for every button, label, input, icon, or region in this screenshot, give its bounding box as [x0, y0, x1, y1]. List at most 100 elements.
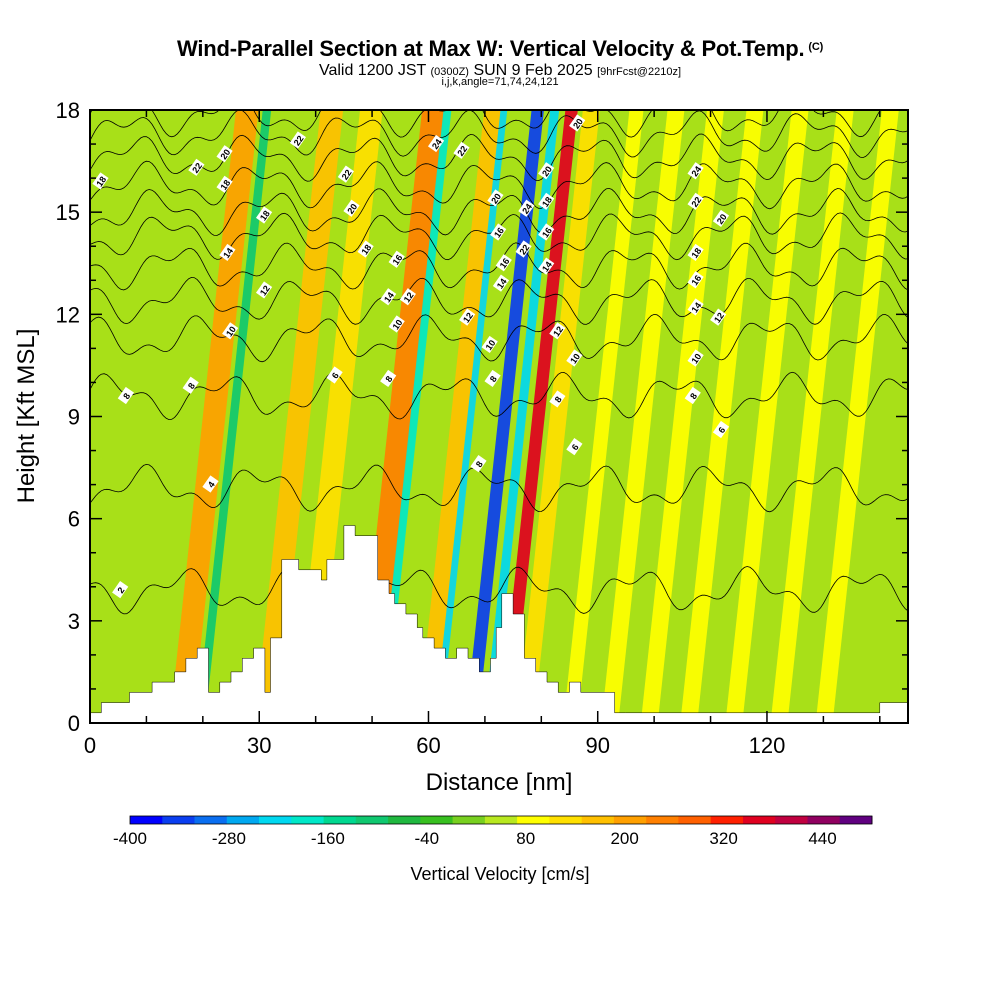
- colorbar-swatch: [452, 816, 486, 824]
- contour-label-bg: [112, 581, 129, 599]
- x-axis-ticks: 0 30 60 90 120: [84, 110, 881, 758]
- contour-label: 10: [481, 335, 498, 354]
- colorbar-tick-label: -160: [311, 829, 345, 848]
- y-tick-label: 15: [56, 200, 80, 225]
- grid-indices: i,j,k,angle=71,74,24,121: [441, 76, 559, 88]
- velocity-band: [601, 110, 685, 723]
- contour-label-bg: [388, 250, 405, 268]
- contour-label-text: 20: [489, 192, 503, 206]
- colorbar-swatch: [420, 816, 454, 824]
- chart-title: Wind-Parallel Section at Max W: Vertical…: [0, 36, 1000, 62]
- velocity-bands: [169, 110, 899, 723]
- contour-label: 20: [538, 162, 555, 180]
- x-tick-label: 0: [84, 733, 96, 758]
- y-axis-label: Height [Kft MSL]: [13, 329, 40, 504]
- colorbar-swatch: [388, 816, 421, 824]
- contour-label-bg: [202, 475, 219, 493]
- contour-label-text: 16: [540, 226, 554, 240]
- contour-label: 14: [492, 274, 510, 292]
- contour-label: 16: [687, 271, 704, 289]
- contour-label-bg: [687, 192, 704, 210]
- contour-label-bg: [549, 322, 566, 340]
- contour-label-text: 24: [430, 137, 444, 151]
- contour-label-text: 18: [359, 243, 373, 257]
- contour-label-text: 20: [345, 202, 359, 216]
- contour-label-text: 8: [474, 459, 485, 469]
- contour-label: 20: [569, 114, 586, 132]
- contour-label-bg: [710, 308, 727, 326]
- contour-label: 18: [255, 206, 273, 224]
- contour-label-text: 8: [688, 391, 699, 401]
- contour-label: 14: [687, 298, 704, 316]
- contour-label-bg: [712, 420, 730, 439]
- contour-label-bg: [538, 257, 555, 275]
- copyright-mark: (C): [808, 41, 824, 53]
- contour-label-text: 8: [553, 395, 564, 405]
- contour-label-bg: [470, 455, 487, 473]
- colorbar-swatch: [839, 816, 873, 824]
- colorbar-swatch: [517, 816, 550, 824]
- contour-label-text: 20: [218, 147, 232, 161]
- x-axis-label: Distance [nm]: [426, 769, 573, 796]
- velocity-band: [434, 110, 508, 723]
- contour-label: 8: [182, 376, 199, 394]
- colorbar-swatch: [226, 816, 260, 824]
- contour-label: 12: [255, 281, 273, 299]
- contour-label-text: 16: [498, 256, 512, 270]
- contour-label-bg: [490, 223, 507, 241]
- colorbar-tick-labels: -400 -280 -160 -40 80 200 320 440: [113, 829, 837, 848]
- colorbar-swatch: [355, 816, 389, 824]
- contour-label-text: 20: [571, 117, 585, 131]
- contour-label: 16: [490, 223, 507, 241]
- contour-label-bg: [566, 349, 583, 367]
- colorbar-tick-label: 200: [610, 829, 638, 848]
- contour-label-text: 8: [186, 381, 197, 391]
- contour-label-text: 14: [495, 277, 509, 291]
- contour-label-bg: [326, 366, 343, 384]
- contour-label-bg: [569, 114, 586, 132]
- colorbar-swatch: [194, 816, 228, 824]
- colorbar-swatch: [162, 816, 196, 824]
- colorbar-swatch: [613, 816, 647, 824]
- y-axis-ticks: 0 3 6 9 12 15 18: [56, 98, 908, 736]
- contour-label: 20: [343, 199, 360, 217]
- contour-label: 8: [470, 455, 487, 473]
- contour-label: 22: [188, 158, 205, 176]
- contour-label: 18: [92, 172, 109, 190]
- y-tick-label: 18: [56, 98, 80, 123]
- contour-label-bg: [687, 243, 704, 262]
- contour-label-text: 10: [568, 352, 582, 366]
- colorbar-swatch: [323, 816, 357, 824]
- contour-label-bg: [687, 271, 704, 289]
- velocity-band: [254, 110, 344, 723]
- contour-label-bg: [538, 192, 555, 210]
- contour-label: 18: [216, 175, 233, 193]
- colorbar-tick-label: -40: [415, 829, 440, 848]
- valid-prefix: Valid 1200 JST: [318, 62, 426, 79]
- colorbar-swatch: [130, 816, 163, 824]
- contour-label: 10: [388, 315, 405, 333]
- contour-label-text: 18: [258, 209, 272, 223]
- contour-label-text: 22: [689, 195, 703, 209]
- contour-label-bg: [538, 223, 555, 241]
- contour-label-bg: [380, 369, 397, 388]
- contour-label-bg: [495, 254, 512, 272]
- contour-label-text: 14: [540, 260, 554, 274]
- contour-label: 8: [380, 369, 397, 388]
- contour-label: 20: [216, 145, 233, 163]
- colorbar-swatch: [484, 816, 518, 824]
- contour-label-text: 12: [461, 311, 475, 325]
- contour-label-bg: [687, 162, 704, 180]
- colorbar-swatch: [710, 816, 744, 824]
- velocity-band: [516, 110, 600, 723]
- contour-label-text: 12: [712, 311, 726, 325]
- contour-label: 22: [289, 131, 306, 149]
- contour-label-bg: [453, 141, 470, 159]
- theta-contour-line: [90, 110, 881, 138]
- contour-label: 20: [712, 209, 730, 228]
- y-tick-label: 0: [68, 711, 80, 736]
- contour-label-text: 10: [484, 338, 498, 352]
- contour-label: 16: [495, 254, 512, 272]
- contour-label-text: 22: [190, 161, 204, 175]
